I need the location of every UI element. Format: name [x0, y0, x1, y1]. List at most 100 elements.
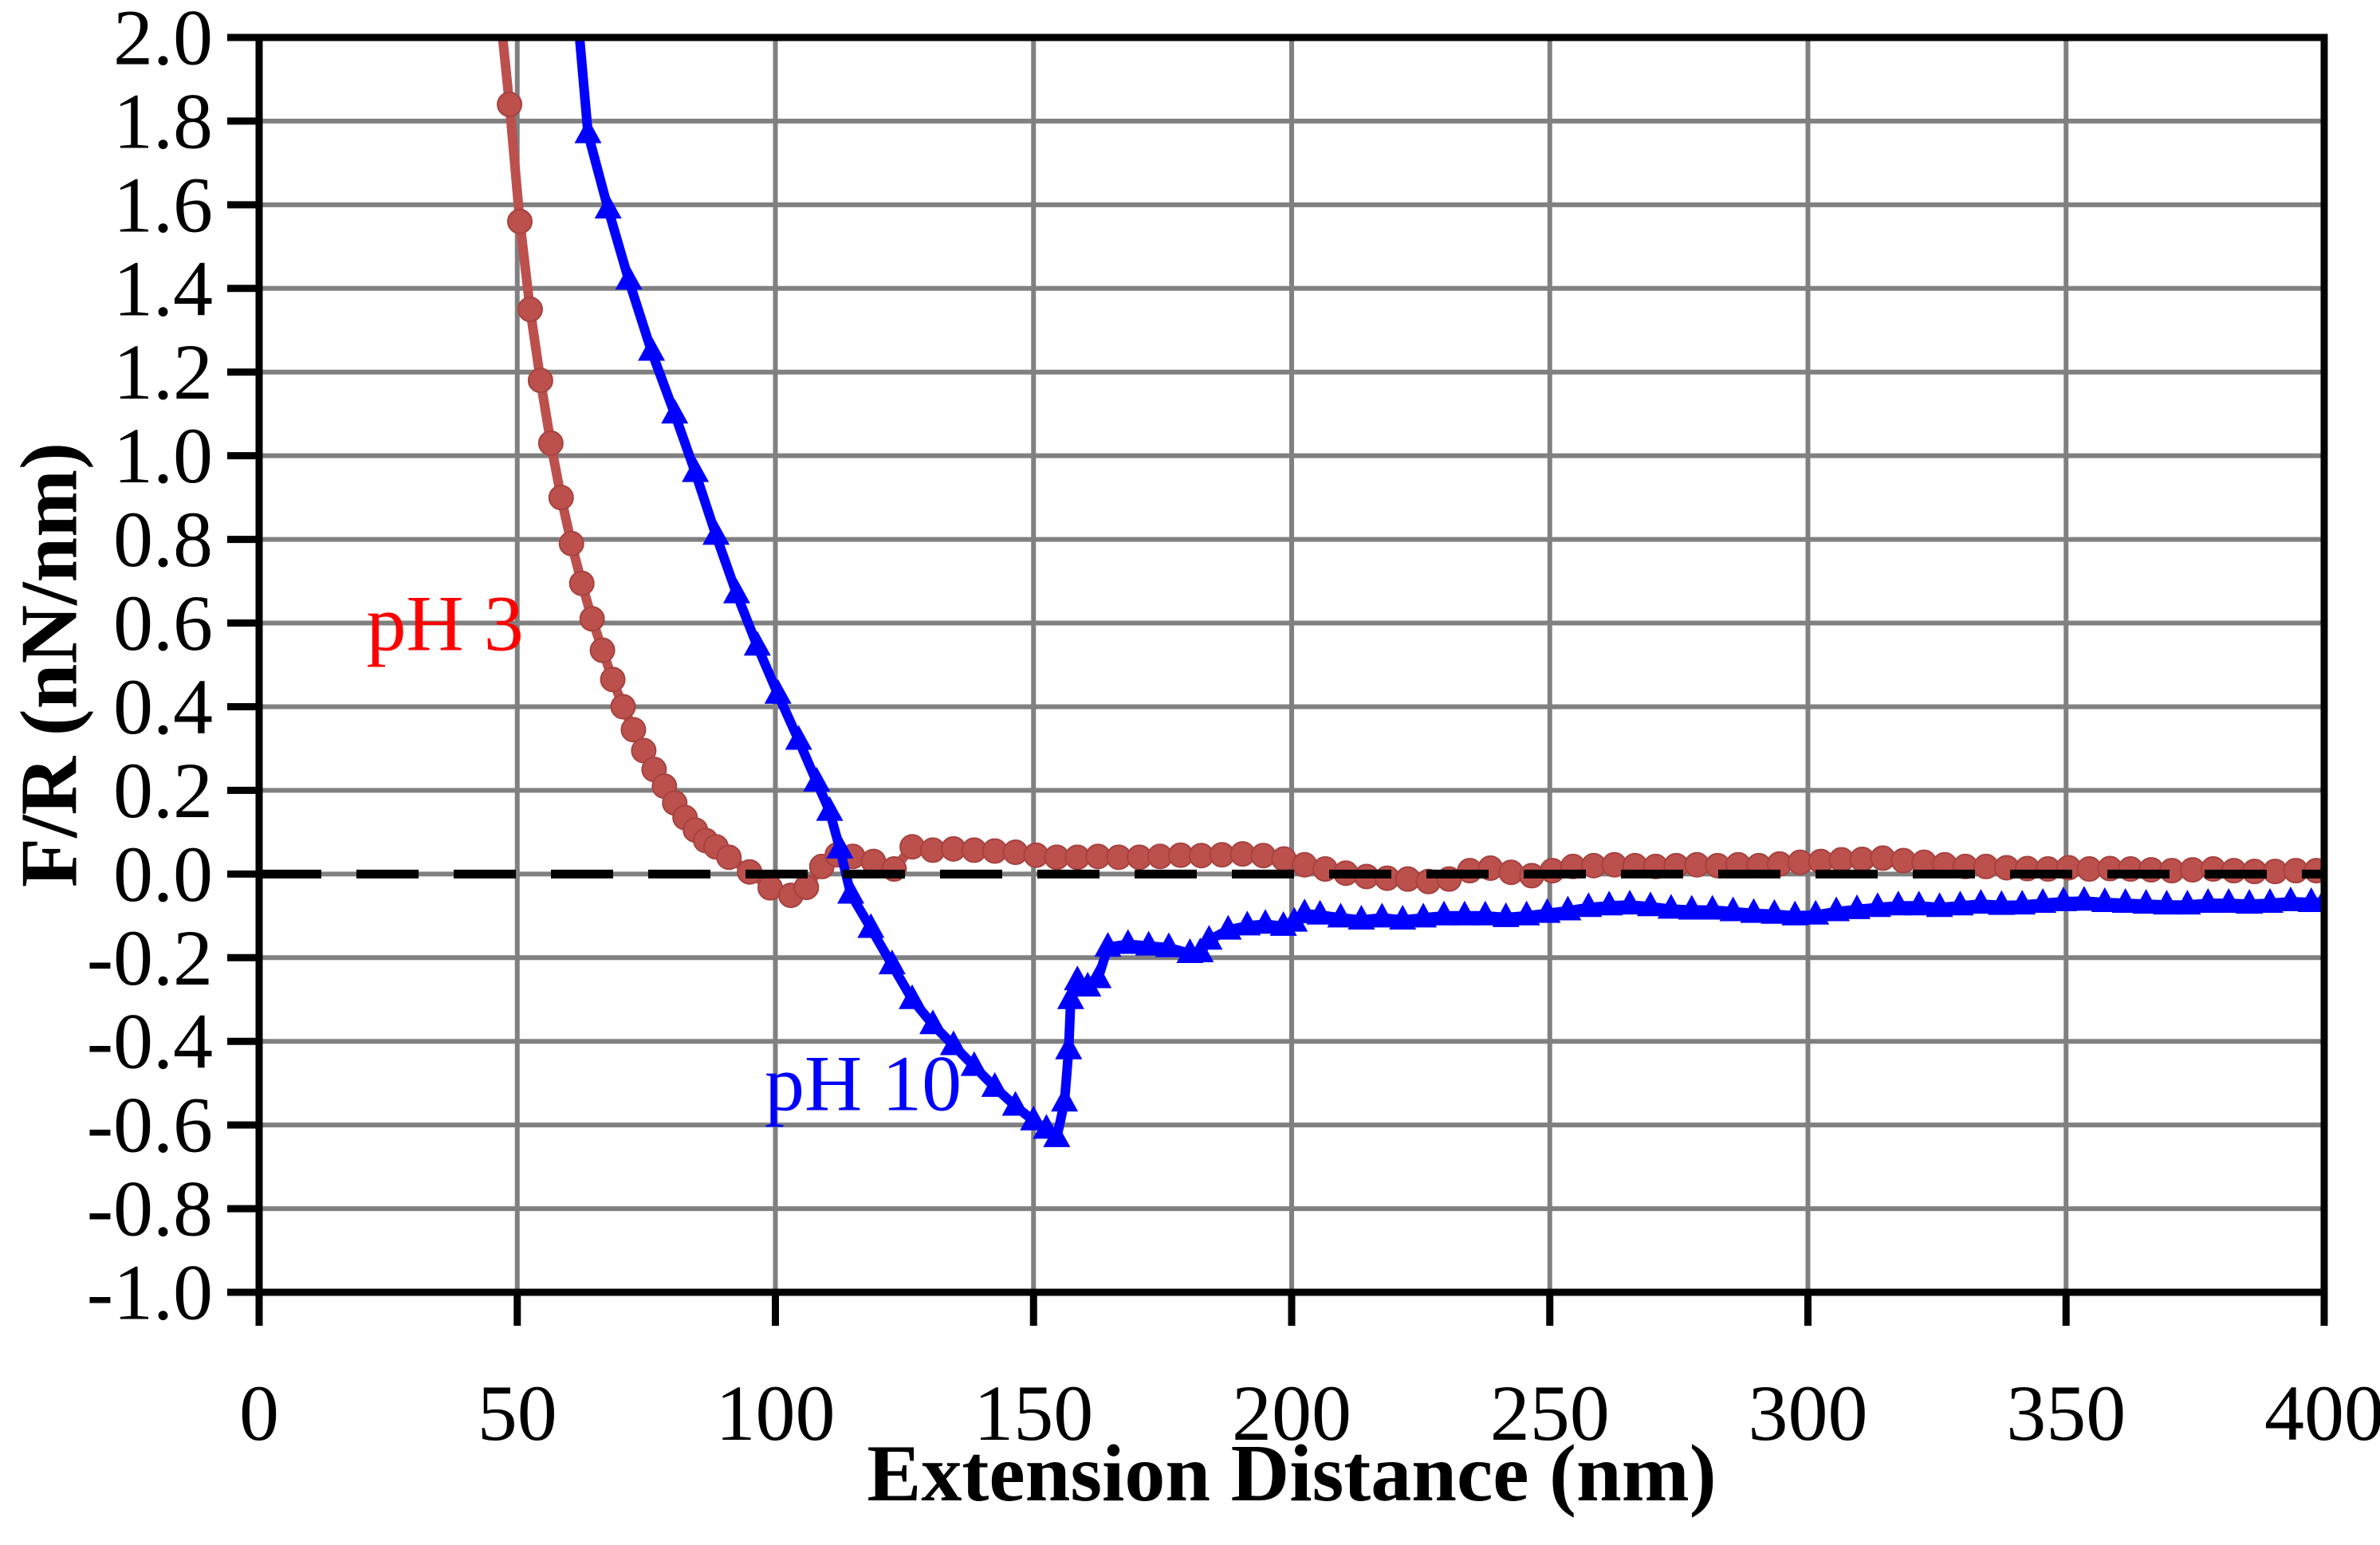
x-tick-label-200: 200: [1232, 1369, 1351, 1457]
y-tick-label-1.6: 1.6: [113, 160, 213, 249]
axis-tick-labels: 2.01.81.61.41.21.00.80.60.40.20.0-0.2-0.…: [87, 0, 2380, 1457]
triangle-marker: [638, 336, 666, 361]
triangle-marker: [615, 265, 643, 290]
circle-marker: [579, 606, 605, 632]
triangle-marker: [1306, 899, 1334, 925]
axis-ticks: [227, 33, 2328, 1326]
series-ph-3: [487, 0, 2324, 909]
y-tick-label--0.6: -0.6: [87, 1081, 213, 1170]
y-tick-label-2.0: 2.0: [113, 0, 213, 82]
series-line-ph10: [574, 37, 2324, 1142]
triangle-marker: [1251, 909, 1279, 934]
triangle-marker: [1760, 898, 1788, 924]
y-tick-label-1.2: 1.2: [113, 328, 213, 416]
triangle-marker: [1781, 900, 1809, 926]
x-tick-label-350: 350: [2006, 1369, 2126, 1457]
triangle-marker: [1450, 900, 1478, 926]
series-label-ph10: pH 10: [764, 1039, 962, 1128]
series-label-ph3: pH 3: [366, 579, 524, 668]
triangle-marker: [2276, 886, 2304, 911]
triangle-marker: [1051, 1087, 1079, 1112]
triangle-marker: [878, 949, 906, 975]
triangle-marker: [1657, 894, 1685, 919]
triangle-marker: [2236, 889, 2264, 914]
circle-marker: [568, 570, 595, 596]
y-tick-label-1.0: 1.0: [113, 411, 213, 500]
x-tick-label-400: 400: [2264, 1369, 2380, 1457]
triangle-marker: [1513, 900, 1540, 926]
triangle-marker: [1368, 902, 1396, 928]
triangle-marker: [1802, 899, 1830, 925]
circle-marker: [487, 0, 511, 16]
triangle-marker: [1233, 910, 1261, 936]
y-tick-label--0.8: -0.8: [87, 1165, 213, 1253]
y-tick-label-0.2: 0.2: [113, 746, 213, 835]
series-markers-ph3: [487, 0, 2324, 909]
triangle-marker: [857, 913, 885, 938]
triangle-marker: [2070, 886, 2098, 911]
x-tick-label-50: 50: [478, 1369, 557, 1457]
y-tick-label-1.4: 1.4: [113, 244, 213, 332]
triangle-marker: [1084, 963, 1112, 989]
triangle-marker: [1719, 896, 1747, 922]
triangle-marker: [1988, 890, 2016, 915]
triangle-marker: [1740, 898, 1768, 923]
triangle-marker: [816, 796, 844, 821]
triangle-marker: [1135, 930, 1162, 956]
y-tick-label--0.2: -0.2: [87, 914, 213, 1002]
triangle-marker: [1186, 937, 1214, 962]
triangle-marker: [899, 984, 926, 1009]
triangle-marker: [1410, 902, 1438, 928]
triangle-marker: [2111, 888, 2139, 914]
triangle-marker: [702, 520, 730, 545]
triangle-marker: [1698, 894, 1726, 920]
triangle-marker: [682, 457, 710, 482]
triangle-marker: [1554, 895, 1582, 921]
x-tick-label-300: 300: [1749, 1369, 1868, 1457]
triangle-marker: [1043, 1122, 1071, 1147]
circle-marker: [793, 875, 820, 901]
circle-marker: [506, 208, 533, 234]
series-markers-ph10: [563, 0, 2324, 1147]
triangle-marker: [2215, 888, 2243, 914]
triangle-marker: [2008, 890, 2036, 915]
x-tick-label-0: 0: [239, 1369, 279, 1457]
triangle-marker: [939, 1030, 967, 1056]
y-axis-title: F/R (nN/nm): [4, 442, 95, 888]
triangle-marker: [826, 833, 854, 859]
triangle-marker: [785, 725, 812, 750]
triangle-marker: [2256, 888, 2284, 914]
circle-marker: [1292, 851, 1318, 878]
triangle-marker: [2153, 890, 2181, 915]
circle-marker: [548, 485, 574, 511]
triangle-marker: [563, 0, 590, 14]
triangle-marker: [1155, 932, 1182, 957]
triangle-marker: [1056, 984, 1084, 1009]
circle-marker: [716, 844, 742, 871]
triangle-marker: [1114, 929, 1142, 954]
triangle-marker: [1967, 889, 1995, 914]
x-tick-label-250: 250: [1490, 1369, 1610, 1457]
plot-area: [487, 0, 2324, 1147]
y-tick-label--1.0: -1.0: [87, 1248, 213, 1337]
circle-marker: [600, 666, 626, 693]
triangle-marker: [1616, 890, 1644, 915]
y-tick-label-0.4: 0.4: [113, 662, 213, 751]
triangle-marker: [1055, 1034, 1083, 1059]
triangle-marker: [1823, 896, 1851, 922]
triangle-marker: [1533, 898, 1561, 923]
triangle-marker: [1347, 905, 1375, 930]
triangle-marker: [1863, 892, 1891, 918]
series-line-ph3: [498, 37, 2322, 901]
triangle-marker: [1926, 892, 1953, 918]
circle-marker: [517, 297, 543, 323]
triangle-marker: [2173, 890, 2201, 915]
triangle-marker: [1637, 891, 1665, 917]
triangle-marker: [1020, 1105, 1048, 1130]
circle-marker: [620, 717, 647, 743]
triangle-marker: [1389, 905, 1417, 930]
y-tick-label-0.6: 0.6: [113, 579, 213, 667]
triangle-marker: [2194, 888, 2222, 914]
triangle-marker: [1884, 890, 1912, 916]
